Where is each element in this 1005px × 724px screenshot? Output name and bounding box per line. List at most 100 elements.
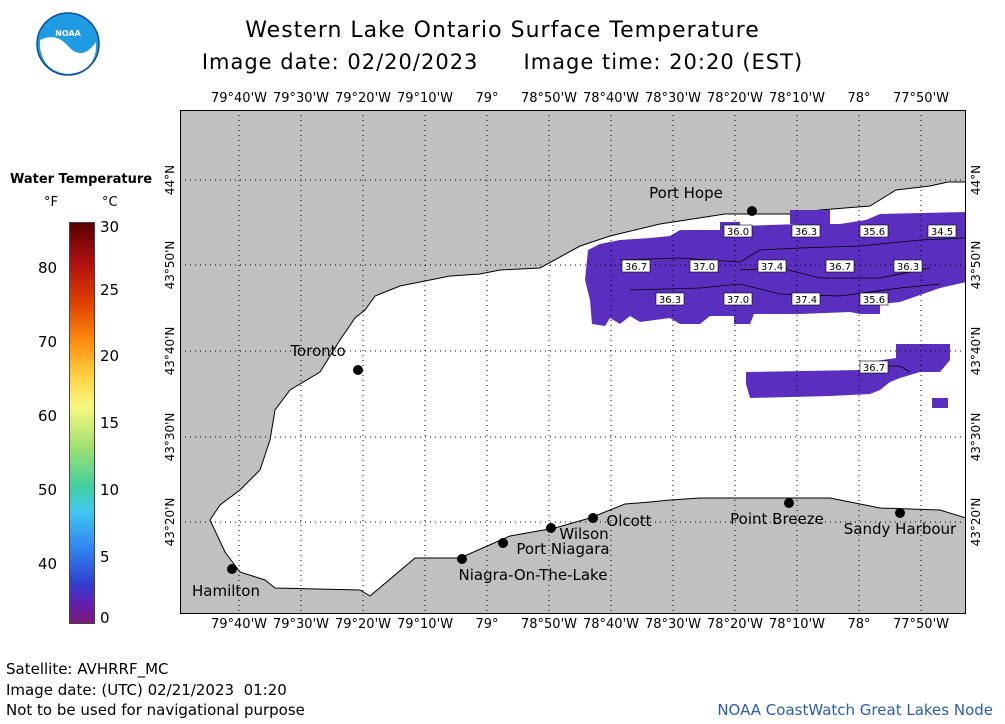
temperature-label: 37.4 [791,292,821,306]
page-title: Western Lake Ontario Surface Temperature [245,18,760,43]
place-dot [227,564,237,574]
longitude-label: 77°50'W [892,91,949,106]
place-label: Sandy Harbour [844,520,957,538]
longitude-label: 78°10'W [768,91,825,106]
place-label: Port Niagara [516,540,609,558]
temperature-label: 36.3 [893,259,923,273]
longitude-label: 79°40'W [210,91,267,106]
temperature-label: 37.4 [757,259,787,273]
temperature-label: 36.3 [655,292,685,306]
place-label: Olcott [606,512,651,530]
temperature-label: 35.6 [859,292,889,306]
longitude-label: 78°50'W [520,617,577,632]
place-dot [546,523,556,533]
place-dot [895,508,905,518]
place-dot [784,498,794,508]
svg-text:36.0: 36.0 [727,227,749,238]
longitude-label: 78°30'W [644,617,701,632]
svg-text:36.7: 36.7 [863,363,885,374]
temperature-label: 34.5 [927,224,957,238]
legend-tick-celsius: 0 [100,609,110,627]
latitude-label: 44°N [969,165,983,195]
image-time: Image time: 20:20 (EST) [523,50,804,74]
place-markers: Port Hope Toronto Hamilton Niagra-On-The-La… [192,184,957,600]
page-subtitle: Image date: 02/20/2023 Image time: 20:20… [0,50,1005,74]
place-port-niagara: Port Niagara [498,538,610,558]
latitude-label: 43°30'N [163,413,177,462]
longitude-label: 78° [847,617,871,632]
longitude-label: 78° [847,91,871,106]
latitude-label: 43°40'N [969,327,983,376]
longitude-label: 79°10'W [396,617,453,632]
legend-tick-fahrenheit: 50 [38,481,58,499]
longitude-label: 78°20'W [706,91,763,106]
latitude-labels-right: 44°N 43°50'N 43°40'N 43°30'N 43°20'N [969,165,983,547]
longitude-label: 78°30'W [644,91,701,106]
noaa-logo: NOAA [36,12,100,76]
place-dot [588,513,598,523]
svg-text:37.0: 37.0 [727,295,749,306]
color-scale-bar [69,222,95,624]
longitude-label: 78°10'W [768,617,825,632]
svg-text:35.6: 35.6 [863,227,885,238]
satellite-info: Satellite: AVHRRF_MC [6,660,169,678]
temperature-label: 36.7 [621,259,651,273]
latitude-label: 43°50'N [969,241,983,290]
svg-text:36.7: 36.7 [625,262,647,273]
latitude-label: 44°N [163,165,177,195]
svg-text:37.4: 37.4 [761,262,783,273]
place-sandy-harbour: Sandy Harbour [844,508,957,538]
temperature-label: 36.7 [825,259,855,273]
longitude-label: 78°50'W [520,91,577,106]
legend-tick-celsius: 25 [100,281,120,299]
place-niagra-on-the-lake: Niagra-On-The-Lake [457,554,607,584]
temperature-patch-south [746,344,950,398]
place-olcott: Olcott [588,512,652,530]
legend-tick-fahrenheit: 60 [38,407,58,425]
longitude-label: 79°20'W [334,91,391,106]
place-label: Niagra-On-The-Lake [459,566,608,584]
place-label: Wilson [559,525,608,543]
place-dot [747,206,757,216]
svg-text:36.3: 36.3 [795,227,817,238]
longitude-label: 79°30'W [272,91,329,106]
place-label: Port Hope [649,184,723,202]
svg-text:36.7: 36.7 [829,262,851,273]
svg-text:36.3: 36.3 [659,295,681,306]
latitude-label: 43°30'N [969,413,983,462]
place-label: Point Breeze [730,510,824,528]
place-hamilton: Hamilton [192,564,260,600]
legend-tick-fahrenheit: 80 [38,259,58,277]
legend-tick-celsius: 20 [100,347,120,365]
legend-unit-c: °C [102,195,118,210]
temperature-label: 37.0 [723,292,753,306]
utc-date: Image date: (UTC) 02/21/2023 01:20 [6,681,287,699]
place-toronto: Toronto [289,342,363,375]
longitude-label: 78°40'W [582,91,639,106]
place-label: Toronto [289,342,345,360]
legend-tick-celsius: 5 [100,548,110,566]
lake-map: 36.0 36.3 35.6 34.5 36.7 37.0 37.4 36.7 36.3 36.3… [180,110,966,614]
logo-wave [40,37,96,74]
svg-text:37.0: 37.0 [693,262,715,273]
temperature-label: 36.0 [723,224,753,238]
svg-text:37.4: 37.4 [795,295,817,306]
svg-text:36.3: 36.3 [897,262,919,273]
place-port-hope: Port Hope [649,184,757,216]
svg-text:34.5: 34.5 [931,227,953,238]
legend-title: Water Temperature [10,172,153,187]
temperature-label: 37.0 [689,259,719,273]
longitude-label: 77°50'W [892,617,949,632]
latitude-labels-left: 44°N 43°50'N 43°40'N 43°30'N 43°20'N [163,165,177,547]
temperature-label: 36.3 [791,224,821,238]
temperature-labels: 36.0 36.3 35.6 34.5 36.7 37.0 37.4 36.7 36.3 36.3… [621,224,957,374]
legend-tick-celsius: 10 [100,481,120,499]
legend-tick-fahrenheit: 40 [38,555,58,573]
credit: NOAA CoastWatch Great Lakes Node [717,701,993,719]
image-date: Image date: 02/20/2023 [201,50,479,74]
longitude-label: 79°40'W [210,617,267,632]
legend-tick-celsius: 30 [100,218,120,236]
map-frame [180,110,966,614]
longitude-label: 79°30'W [272,617,329,632]
latitude-label: 43°20'N [163,498,177,547]
